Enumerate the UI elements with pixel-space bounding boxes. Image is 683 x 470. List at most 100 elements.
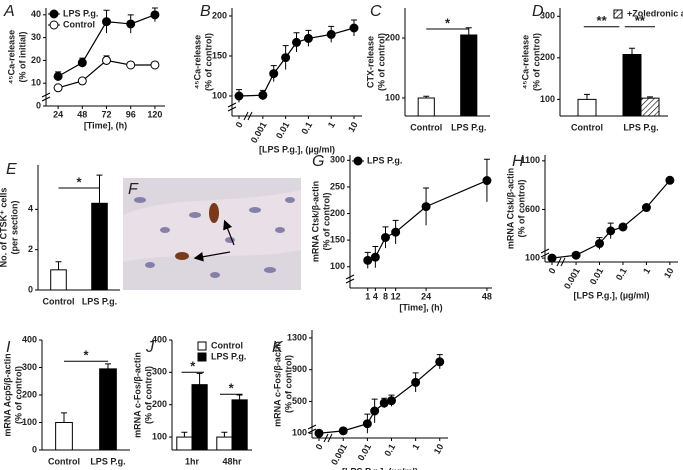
panel-label: E (6, 161, 17, 178)
x-tick-label: LPS P.g. (90, 456, 125, 466)
x-tick-label: 24 (53, 109, 63, 119)
data-point (391, 227, 401, 237)
legend-label: LPS P.g. (367, 155, 402, 165)
y-tick-label: 40 (31, 9, 41, 19)
y-tick-label: 30 (31, 32, 41, 42)
legend-swatch (613, 9, 623, 19)
y-axis-label: (% of control) (531, 33, 541, 91)
x-tick-label: 24 (421, 291, 431, 301)
x-tick-label: 1hr (185, 456, 200, 466)
data-point (281, 53, 291, 63)
x-tick-label: LPS P.g. (82, 296, 117, 306)
data-point (370, 406, 380, 416)
x-tick-label: 8 (383, 291, 388, 301)
data-point (387, 396, 397, 406)
data-point (370, 252, 380, 262)
x-tick-label: Control (571, 122, 603, 132)
y-tick-label: 4 (28, 204, 33, 214)
y-axis-label: (% of initial) (17, 32, 27, 83)
data-point (362, 419, 372, 429)
x-tick-label: 1 (365, 291, 370, 301)
y-axis-label: ⁴⁵Ca-release (6, 30, 16, 84)
x-tick-label: 48hr (222, 456, 242, 466)
y-axis-label: mRNA c-Fos/β-actin (272, 341, 282, 427)
bar (176, 436, 193, 451)
y-axis-label: CTX-release (365, 36, 375, 88)
y-tick-label: 100 (292, 428, 307, 438)
x-tick-label: 0 (314, 442, 325, 451)
data-point (126, 60, 136, 70)
significance-label: * (229, 381, 235, 396)
y-tick-label: 500 (292, 396, 307, 406)
x-tick-label: 1 (410, 442, 421, 451)
x-tick-label: 4 (373, 291, 378, 301)
panel-label: F (128, 181, 139, 198)
data-point (349, 23, 359, 33)
data-point (150, 60, 160, 70)
y-tick-label: 10 (31, 78, 41, 88)
x-tick-label: 0.1 (299, 120, 314, 136)
data-point (338, 426, 348, 436)
bar (622, 54, 642, 117)
data-point (102, 17, 112, 27)
bar (460, 34, 478, 117)
bar (191, 384, 208, 451)
panel-label: B (200, 3, 211, 20)
x-tick-label: 120 (147, 109, 162, 119)
y-tick-label: 0 (36, 100, 41, 110)
y-tick-label: 300 (540, 11, 555, 21)
y-tick-label: 150 (212, 50, 227, 60)
y-axis-label: ⁴⁵Ca-release (192, 35, 202, 89)
bar (577, 98, 597, 117)
bar (91, 202, 108, 291)
y-axis-label: (% of control) (143, 366, 153, 424)
bar (99, 368, 117, 451)
x-tick-label: Control (43, 296, 75, 306)
data-point (595, 239, 605, 249)
series-line (367, 179, 488, 261)
axis-break (41, 92, 51, 102)
y-tick-label: 200 (22, 389, 37, 399)
data-point (53, 83, 63, 93)
x-tick-label: 0.001 (562, 266, 582, 291)
legend-marker (49, 20, 59, 30)
x-tick-label: 0 (547, 266, 558, 275)
x-tick-label: 72 (102, 109, 112, 119)
y-tick-label: 300 (22, 362, 37, 372)
legend-marker (49, 9, 59, 19)
x-tick-label: 1 (326, 120, 337, 129)
data-point (482, 176, 492, 186)
y-tick-label: 600 (525, 204, 540, 214)
bar (417, 97, 435, 117)
bar (50, 269, 67, 291)
y-axis-label: mRNA c-Fos/β-actin (132, 352, 142, 438)
y-tick-label: 1100 (520, 155, 540, 165)
x-tick-label: 10 (432, 442, 446, 456)
x-tick-label: 0.1 (382, 442, 397, 458)
x-axis-label: [LPS P.g.], (µg/ml) (573, 290, 649, 300)
legend-label: Control (211, 340, 243, 350)
y-tick-label: 100 (540, 94, 555, 104)
legend-label: LPS P.g. (63, 8, 98, 18)
data-point (618, 222, 628, 232)
y-tick-label: 0 (32, 444, 37, 454)
y-tick-label: 200 (385, 32, 400, 42)
y-axis-label: (% of control) (516, 180, 526, 238)
y-axis-label: (% of control) (376, 33, 386, 91)
panel-label: I (6, 339, 11, 356)
x-axis-label: [Time], (h) (84, 120, 127, 130)
x-axis-label: [LPS P.g.], (µg/ml) (259, 144, 335, 154)
panel-label: C (370, 3, 382, 20)
x-tick-label: 48 (482, 291, 492, 301)
x-tick-label: 48 (77, 109, 87, 119)
x-tick-label: 10 (662, 266, 676, 280)
y-tick-label: 0 (28, 284, 33, 294)
series-line (551, 179, 671, 259)
series-line (318, 361, 441, 434)
data-point (411, 377, 421, 387)
axis-break (323, 433, 333, 443)
y-tick-label: 900 (292, 364, 307, 374)
data-point (363, 255, 373, 265)
x-tick-label: 0.001 (249, 120, 269, 145)
